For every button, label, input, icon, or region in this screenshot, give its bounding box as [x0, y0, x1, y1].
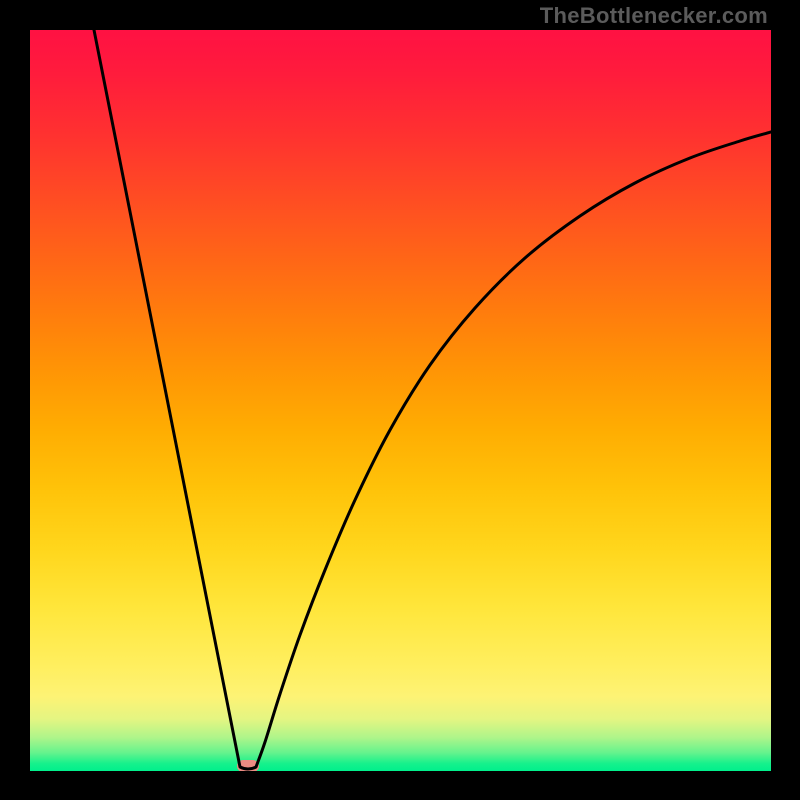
plot-area — [30, 30, 771, 771]
gradient-background — [30, 30, 771, 771]
chart-container: TheBottlenecker.com — [0, 0, 800, 800]
watermark-text: TheBottlenecker.com — [540, 3, 768, 29]
